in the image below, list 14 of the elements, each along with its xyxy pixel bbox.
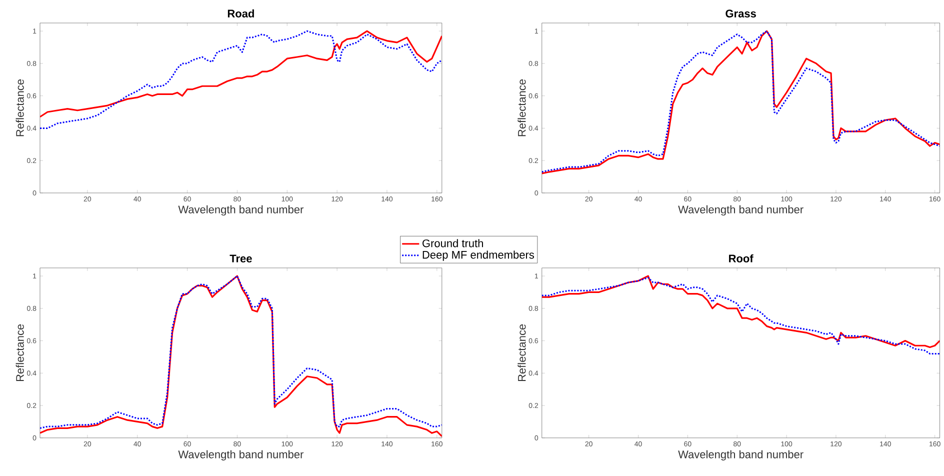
legend-label: Deep MF endmembers [422,250,534,261]
x-axis-title: Wavelength band number [178,205,304,216]
x-axis-title: Wavelength band number [178,450,304,461]
chart-title: Road [228,9,254,18]
x-axis-title: Wavelength band number [678,450,804,461]
legend-label: Ground truth [422,239,483,248]
x-axis-title: Wavelength band number [678,205,804,216]
y-axis-title: Reflectance [16,324,24,382]
y-axis-title: Reflectance [16,79,24,136]
y-axis-title: Reflectance [518,79,526,136]
chart-title: Grass [726,10,756,18]
y-axis-title: Reflectance [518,324,526,382]
chart-title: Tree [230,254,252,262]
chart-title: Roof [729,254,754,262]
